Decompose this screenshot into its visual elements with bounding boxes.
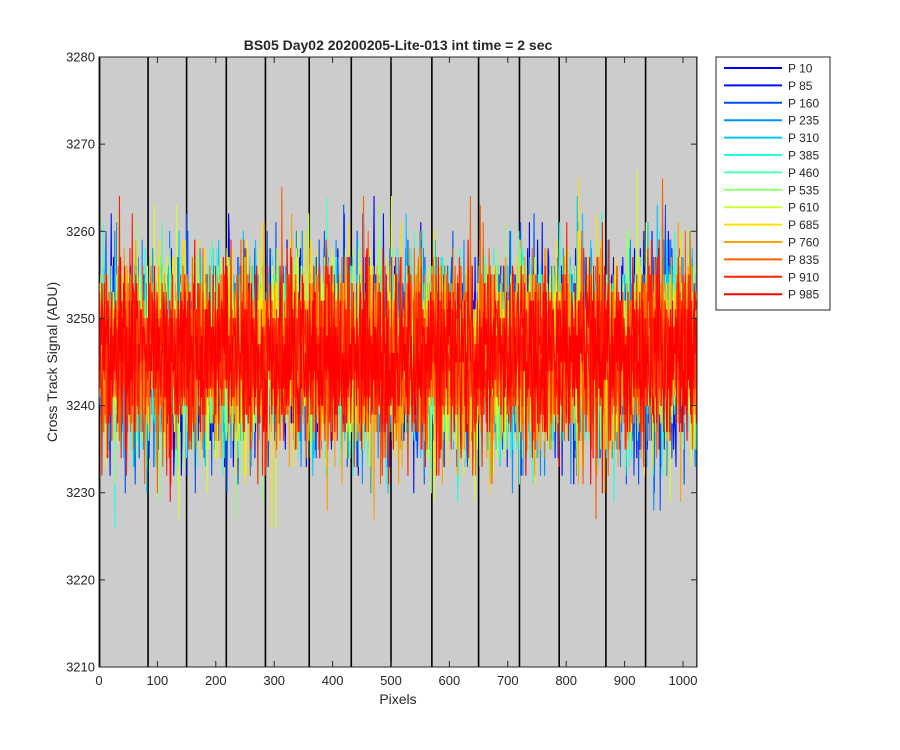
- legend-label-9: P 685: [788, 218, 819, 232]
- x-tick-label-9: 900: [614, 673, 636, 688]
- x-tick-label-5: 500: [380, 673, 402, 688]
- y-tick-label-2: 3230: [66, 485, 95, 500]
- chart-title: BS05 Day02 20200205-Lite-013 int time = …: [244, 37, 553, 53]
- x-tick-label-4: 400: [322, 673, 344, 688]
- legend-label-8: P 610: [788, 201, 819, 215]
- legend: P 10 P 85 P 160 P 235 P 310 P 385 P 460 P 535 P …: [715, 56, 831, 311]
- x-tick-label-7: 700: [497, 673, 519, 688]
- x-tick-label-3: 300: [263, 673, 285, 688]
- series-line-12: [99, 195, 697, 485]
- plot-frame: [98, 56, 698, 668]
- legend-label-5: P 385: [788, 149, 819, 163]
- y-axis: 3210 3220 3230 3240 3250 3260 3270 3280: [66, 50, 697, 675]
- legend-label-11: P 835: [788, 253, 819, 267]
- y-tick-label-4: 3250: [66, 311, 95, 326]
- series-line-13: [99, 239, 697, 502]
- series-layer: [99, 169, 697, 529]
- legend-label-0: P 10: [788, 62, 813, 76]
- y-tick-label-1: 3220: [66, 572, 95, 587]
- x-axis: 0 100 200 300 400 500 600 700 800 900 1000: [95, 57, 697, 688]
- y-tick-label-7: 3280: [66, 50, 95, 65]
- legend-label-10: P 760: [788, 236, 819, 250]
- y-axis-label: Cross Track Signal (ADU): [44, 282, 60, 442]
- legend-box: [715, 56, 831, 311]
- legend-label-4: P 310: [788, 131, 819, 145]
- x-tick-label-10: 1000: [669, 673, 698, 688]
- legend-label-3: P 235: [788, 114, 819, 128]
- legend-label-12: P 910: [788, 270, 819, 284]
- legend-label-13: P 985: [788, 288, 819, 302]
- x-tick-label-0: 0: [95, 673, 102, 688]
- x-axis-label: Pixels: [379, 691, 416, 707]
- x-tick-label-1: 100: [147, 673, 169, 688]
- legend-label-7: P 535: [788, 183, 819, 197]
- legend-label-1: P 85: [788, 79, 813, 93]
- legend-label-2: P 160: [788, 96, 819, 110]
- x-tick-label-2: 200: [205, 673, 227, 688]
- x-tick-label-6: 600: [439, 673, 461, 688]
- y-tick-label-3: 3240: [66, 398, 95, 413]
- y-tick-label-0: 3210: [66, 660, 95, 675]
- y-tick-label-5: 3260: [66, 224, 95, 239]
- y-tick-label-6: 3270: [66, 137, 95, 152]
- legend-label-6: P 460: [788, 166, 819, 180]
- x-tick-label-8: 800: [555, 673, 577, 688]
